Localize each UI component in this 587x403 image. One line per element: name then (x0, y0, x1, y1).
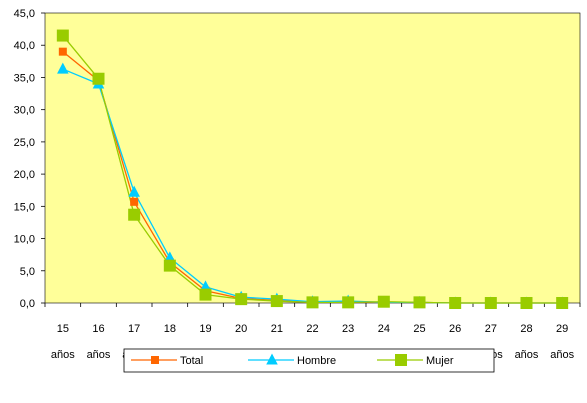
x-tick-label-number: 23 (342, 323, 354, 335)
y-tick-label: 45,0 (14, 8, 35, 20)
y-tick-label: 15,0 (14, 201, 35, 213)
data-point-mujer (520, 297, 533, 309)
x-tick-label-number: 27 (485, 323, 497, 335)
y-tick-label: 25,0 (14, 137, 35, 149)
legend-marker-total (151, 356, 159, 364)
y-tick-label: 20,0 (14, 169, 35, 181)
data-point-mujer (413, 296, 426, 309)
legend-label-mujer: Mujer (426, 355, 454, 367)
legend-marker-mujer (395, 354, 407, 366)
legend: Total Hombre Mujer (123, 348, 495, 373)
data-point-mujer (377, 295, 390, 308)
x-tick-label-unit: años (51, 349, 75, 361)
x-tick-label-number: 17 (128, 323, 140, 335)
data-point-mujer (556, 297, 569, 309)
y-tick-label: 5,0 (20, 266, 35, 278)
legend-label-total: Total (180, 355, 203, 367)
y-tick-label: 40,0 (14, 40, 35, 52)
x-tick-label-unit: años (550, 349, 574, 361)
data-point-mujer (306, 296, 319, 309)
data-point-total (58, 47, 67, 56)
data-point-mujer (235, 293, 248, 306)
series-markers (56, 29, 569, 309)
plot-area (44, 12, 581, 304)
x-tick-label-unit: años (515, 349, 539, 361)
y-axis: 0,0 5,0 10,0 15,0 20,0 25,0 30,0 35,0 40,0 45,0 (14, 8, 45, 310)
y-tick-label: 0,0 (20, 298, 35, 310)
data-point-hombre (57, 62, 69, 74)
data-point-mujer (484, 297, 497, 309)
legend-marker-hombre (266, 353, 278, 365)
data-point-mujer (199, 288, 212, 301)
x-tick-label-number: 24 (378, 323, 390, 335)
x-tick-label-number: 18 (164, 323, 176, 335)
data-point-mujer (342, 296, 355, 309)
x-tick-label-number: 21 (271, 323, 283, 335)
legend-label-hombre: Hombre (297, 355, 336, 367)
x-tick-label-number: 29 (556, 323, 568, 335)
data-point-mujer (128, 208, 141, 221)
data-point-mujer (270, 295, 283, 308)
data-point-mujer (163, 259, 176, 272)
data-point-mujer (56, 29, 69, 42)
x-tick-label-number: 20 (235, 323, 247, 335)
x-tick-label-number: 26 (449, 323, 461, 335)
x-tick-label-number: 16 (92, 323, 104, 335)
data-point-total (130, 197, 139, 206)
x-tick-label-unit: años (87, 349, 111, 361)
y-tick-label: 30,0 (14, 105, 35, 117)
data-point-mujer (449, 297, 462, 309)
y-tick-label: 35,0 (14, 72, 35, 84)
x-tick-label-number: 22 (306, 323, 318, 335)
data-point-mujer (92, 72, 105, 85)
x-tick-label-number: 15 (57, 323, 69, 335)
data-point-hombre (128, 185, 140, 197)
x-tick-label-number: 28 (520, 323, 532, 335)
x-tick-label-number: 25 (413, 323, 425, 335)
x-tick-label-number: 19 (199, 323, 211, 335)
y-tick-label: 10,0 (14, 234, 35, 246)
